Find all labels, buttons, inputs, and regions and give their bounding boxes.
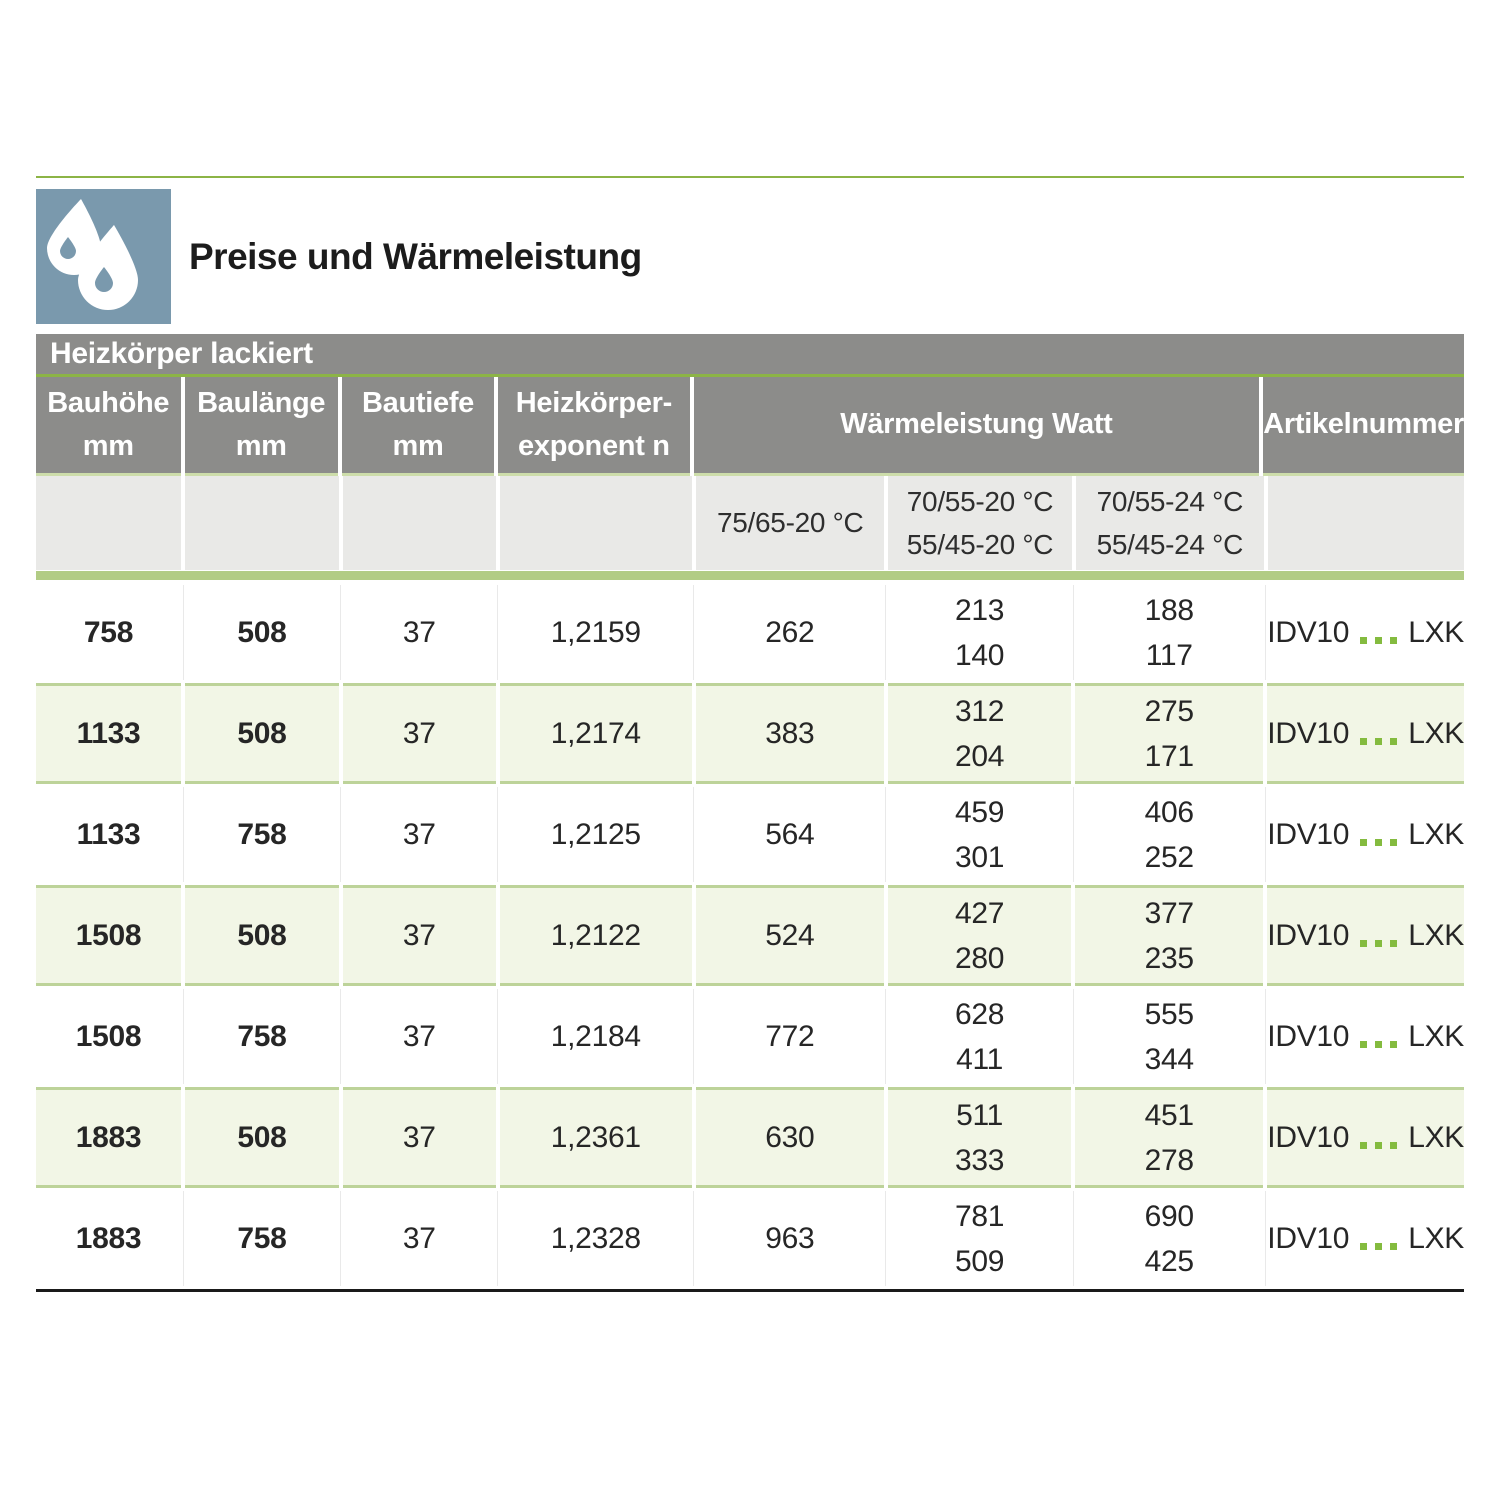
cell-exponent: 1,2361: [499, 1087, 692, 1188]
cell-baulaenge: 508: [182, 582, 339, 683]
header-divider-band: [36, 571, 1464, 580]
cell-bauhoehe: 758: [36, 582, 182, 683]
cell-artikelnummer: IDV10 LXK: [1267, 683, 1464, 784]
subheader-cell-empty: [343, 476, 496, 570]
subheader-70-55-20: 70/55-20 °C 55/45-20 °C: [888, 476, 1072, 570]
table-row: 1883 758 37 1,2328 963 781 509 690 425 I…: [36, 1188, 1464, 1289]
col-header-waermeleistung: Wärmeleistung Watt: [693, 377, 1260, 476]
col-header-baulaenge: Baulänge mm: [184, 377, 338, 476]
section-title: Heizkörper lackiert: [50, 337, 313, 370]
table-row: 1133 508 37 1,2174 383 312 204 275 171 I…: [36, 683, 1464, 784]
cell-watt-70-55-24: 451 278: [1075, 1087, 1264, 1188]
water-drops-icon: [36, 189, 171, 324]
cell-watt-75-65: 262: [693, 582, 884, 683]
cell-bauhoehe: 1508: [36, 986, 182, 1087]
cell-baulaenge: 508: [185, 885, 339, 986]
cell-baulaenge: 508: [185, 1087, 339, 1188]
placeholder-dots-icon: [1360, 738, 1398, 745]
page-title: Preise und Wärmeleistung: [189, 235, 642, 277]
cell-bauhoehe: 1883: [36, 1188, 182, 1289]
cell-baulaenge: 758: [182, 1188, 339, 1289]
cell-baulaenge: 758: [182, 986, 339, 1087]
placeholder-dots-icon: [1360, 1041, 1398, 1048]
cell-watt-70-55-24: 690 425: [1072, 1188, 1264, 1289]
table-bottom-line: [36, 1289, 1464, 1292]
placeholder-dots-icon: [1360, 1243, 1398, 1250]
subheader-cell-empty: [1267, 476, 1464, 570]
cell-bautiefe: 37: [340, 784, 496, 885]
cell-baulaenge: 508: [185, 683, 339, 784]
subheader-75-65-20: 75/65-20 °C: [696, 476, 885, 570]
table-row: 1508 508 37 1,2122 524 427 280 377 235 I…: [36, 885, 1464, 986]
cell-bautiefe: 37: [340, 1188, 496, 1289]
placeholder-dots-icon: [1360, 1142, 1398, 1149]
cell-bauhoehe: 1508: [36, 885, 182, 986]
cell-watt-75-65: 630: [695, 1087, 884, 1188]
placeholder-dots-icon: [1360, 637, 1398, 644]
cell-watt-70-55-20: 511 333: [887, 1087, 1072, 1188]
cell-exponent: 1,2125: [497, 784, 692, 885]
cell-watt-70-55-24: 188 117: [1072, 582, 1264, 683]
cell-bautiefe: 37: [342, 885, 496, 986]
cell-watt-70-55-24: 377 235: [1075, 885, 1264, 986]
cell-bauhoehe: 1883: [36, 1087, 182, 1188]
cell-watt-70-55-20: 459 301: [885, 784, 1072, 885]
col-header-artikelnummer: Artikelnummer: [1263, 377, 1464, 476]
table-row: 1883 508 37 1,2361 630 511 333 451 278 I…: [36, 1087, 1464, 1188]
title-row: Preise und Wärmeleistung: [36, 189, 1464, 324]
table-header-row: Bauhöhe mm Baulänge mm Bautiefe mm Heizk…: [36, 377, 1464, 476]
table-row: 1508 758 37 1,2184 772 628 411 555 344 I…: [36, 986, 1464, 1087]
cell-exponent: 1,2184: [497, 986, 692, 1087]
cell-watt-70-55-20: 427 280: [887, 885, 1072, 986]
cell-watt-70-55-20: 312 204: [887, 683, 1072, 784]
subheader-cell-empty: [499, 476, 693, 570]
col-header-exponent: Heizkörper- exponent n: [498, 377, 690, 476]
cell-artikelnummer: IDV10 LXK: [1264, 582, 1464, 683]
cell-watt-70-55-24: 555 344: [1072, 986, 1264, 1087]
cell-artikelnummer: IDV10 LXK: [1267, 1087, 1464, 1188]
cell-watt-75-65: 963: [693, 1188, 884, 1289]
subheader-cell-empty: [185, 476, 340, 570]
placeholder-dots-icon: [1360, 839, 1398, 846]
placeholder-dots-icon: [1360, 940, 1398, 947]
cell-exponent: 1,2159: [497, 582, 692, 683]
cell-watt-70-55-20: 628 411: [885, 986, 1072, 1087]
subheader-70-55-24: 70/55-24 °C 55/45-24 °C: [1075, 476, 1264, 570]
subheader-cell-empty: [36, 476, 182, 570]
cell-bautiefe: 37: [342, 683, 496, 784]
cell-watt-75-65: 564: [693, 784, 884, 885]
cell-exponent: 1,2328: [497, 1188, 692, 1289]
cell-artikelnummer: IDV10 LXK: [1267, 885, 1464, 986]
cell-artikelnummer: IDV10 LXK: [1264, 1188, 1464, 1289]
cell-exponent: 1,2122: [499, 885, 692, 986]
cell-artikelnummer: IDV10 LXK: [1264, 986, 1464, 1087]
table-subheader-row: 75/65-20 °C 70/55-20 °C 55/45-20 °C 70/5…: [36, 476, 1464, 570]
cell-bauhoehe: 1133: [36, 784, 182, 885]
cell-watt-75-65: 524: [695, 885, 884, 986]
cell-watt-70-55-20: 213 140: [885, 582, 1072, 683]
col-header-bautiefe: Bautiefe mm: [341, 377, 495, 476]
table-row: 1133 758 37 1,2125 564 459 301 406 252 I…: [36, 784, 1464, 885]
cell-bautiefe: 37: [340, 986, 496, 1087]
table-row: 758 508 37 1,2159 262 213 140 188 117 ID…: [36, 582, 1464, 683]
cell-watt-70-55-20: 781 509: [885, 1188, 1072, 1289]
cell-exponent: 1,2174: [499, 683, 692, 784]
section-bar: Heizkörper lackiert: [36, 334, 1464, 377]
cell-watt-75-65: 383: [695, 683, 884, 784]
cell-watt-70-55-24: 406 252: [1072, 784, 1264, 885]
cell-bautiefe: 37: [342, 1087, 496, 1188]
content-area: Preise und Wärmeleistung Heizkörper lack…: [36, 176, 1464, 1292]
cell-watt-70-55-24: 275 171: [1075, 683, 1264, 784]
top-divider-line: [36, 176, 1464, 178]
cell-watt-75-65: 772: [693, 986, 884, 1087]
col-header-bauhoehe: Bauhöhe mm: [36, 377, 181, 476]
cell-baulaenge: 758: [182, 784, 339, 885]
cell-artikelnummer: IDV10 LXK: [1264, 784, 1464, 885]
cell-bauhoehe: 1133: [36, 683, 182, 784]
cell-bautiefe: 37: [340, 582, 496, 683]
